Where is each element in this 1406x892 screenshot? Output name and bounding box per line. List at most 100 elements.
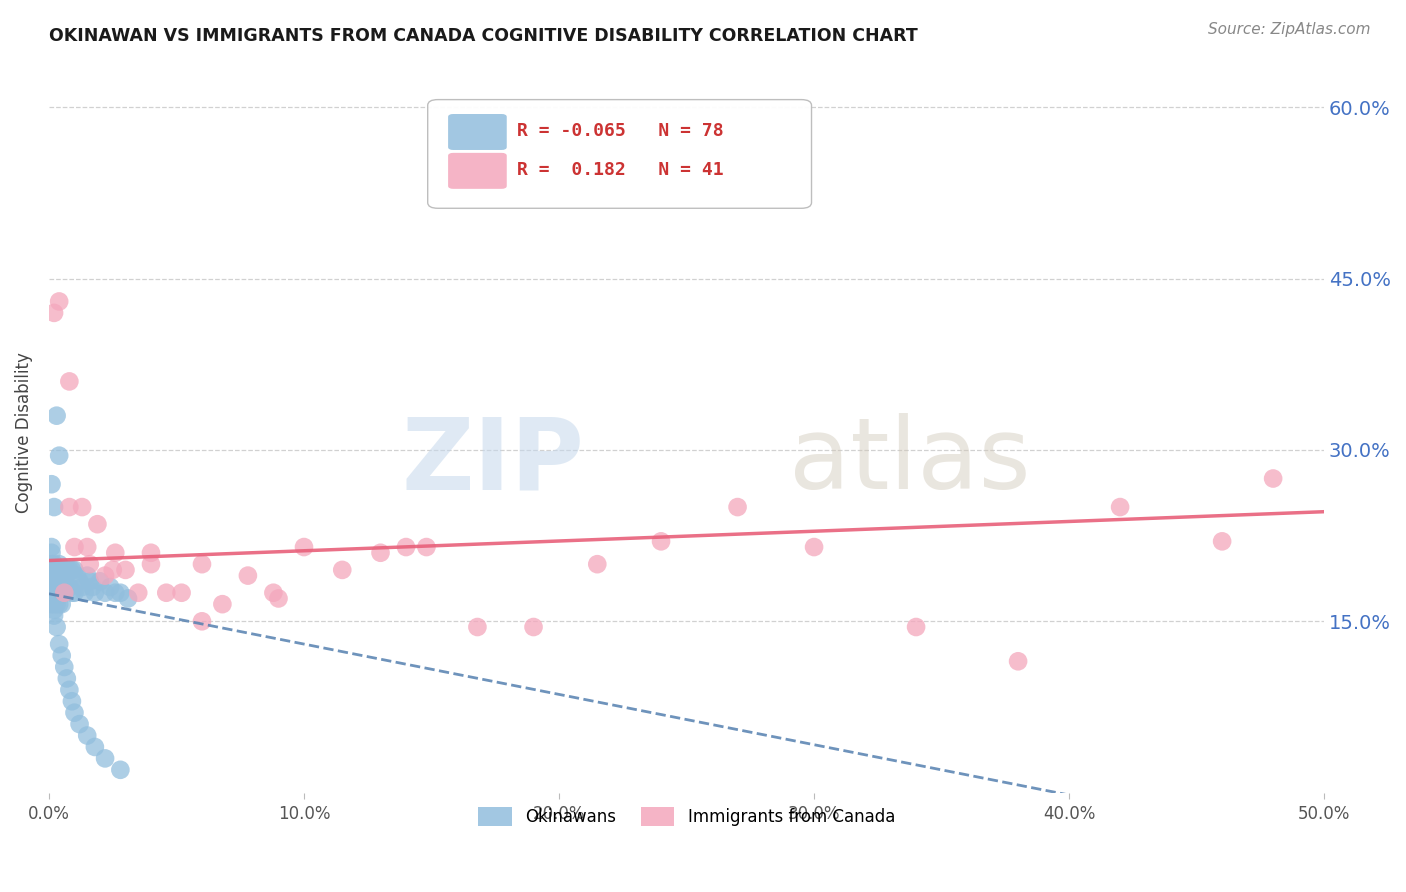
Point (48, 563, 70, 577)
FancyBboxPatch shape (427, 100, 811, 208)
FancyBboxPatch shape (449, 114, 506, 150)
Point (48, 449, 70, 463)
Point (1007, 654, 1029, 668)
Point (45, 586, 67, 600)
Point (41, 580, 63, 594)
Point (89, 574, 111, 589)
Point (82, 580, 104, 594)
Point (650, 534, 672, 549)
Point (586, 557, 609, 571)
Point (79, 574, 101, 589)
Point (58, 563, 80, 577)
Point (42, 591, 65, 606)
Point (98, 580, 121, 594)
Point (41, 546, 63, 560)
Point (48, 586, 70, 600)
Point (41, 574, 63, 589)
Point (58, 682, 80, 697)
Y-axis label: Cognitive Disability: Cognitive Disability (15, 352, 32, 513)
Point (48, 637, 70, 651)
Point (58, 375, 80, 389)
Legend: Okinawans, Immigrants from Canada: Okinawans, Immigrants from Canada (470, 798, 903, 835)
Point (45, 591, 67, 606)
Point (45, 568, 67, 582)
Point (727, 500, 749, 514)
Point (101, 563, 124, 577)
Point (114, 563, 136, 577)
Point (211, 597, 233, 611)
Point (236, 568, 259, 582)
Point (45, 563, 67, 577)
Point (127, 586, 149, 600)
Text: R = -0.065   N = 78: R = -0.065 N = 78 (517, 122, 724, 140)
Point (42, 597, 65, 611)
Point (41, 568, 63, 582)
Point (76, 540, 98, 554)
Point (94, 751, 117, 765)
Point (51, 574, 73, 589)
Text: OKINAWAN VS IMMIGRANTS FROM CANADA COGNITIVE DISABILITY CORRELATION CHART: OKINAWAN VS IMMIGRANTS FROM CANADA COGNI… (49, 27, 918, 45)
Point (139, 557, 162, 571)
Point (51, 586, 73, 600)
Point (83, 739, 105, 754)
Point (66, 568, 89, 582)
Point (86, 517, 108, 532)
Point (139, 546, 162, 560)
Point (42, 568, 65, 582)
Point (48, 294, 70, 309)
Point (110, 763, 132, 777)
Point (94, 586, 117, 600)
Point (522, 620, 544, 634)
Point (170, 586, 193, 600)
Point (41, 591, 63, 606)
Point (60, 586, 83, 600)
Point (63, 586, 86, 600)
Point (41, 597, 63, 611)
Point (60, 563, 83, 577)
Point (41, 557, 63, 571)
Point (48, 597, 70, 611)
Point (42, 557, 65, 571)
Point (45, 597, 67, 611)
Point (330, 563, 353, 577)
Point (56, 672, 79, 686)
Point (42, 574, 65, 589)
Point (1211, 534, 1233, 549)
Point (53, 586, 76, 600)
Point (41, 477, 63, 491)
Point (292, 540, 315, 554)
Point (1261, 471, 1284, 485)
Point (191, 615, 214, 629)
FancyBboxPatch shape (449, 153, 506, 189)
Point (51, 563, 73, 577)
Point (42, 608, 65, 623)
Point (1109, 500, 1132, 514)
Point (42, 306, 65, 320)
Point (370, 546, 392, 560)
Point (73, 586, 96, 600)
Point (63, 540, 86, 554)
Point (42, 603, 65, 617)
Point (58, 580, 80, 594)
Point (41, 540, 63, 554)
Point (69, 574, 91, 589)
Point (42, 586, 65, 600)
Text: Source: ZipAtlas.com: Source: ZipAtlas.com (1208, 22, 1371, 37)
Point (262, 586, 284, 600)
Point (110, 586, 132, 600)
Point (53, 660, 76, 674)
Point (48, 574, 70, 589)
Point (79, 557, 101, 571)
Point (905, 620, 928, 634)
Point (56, 580, 79, 594)
Point (63, 563, 86, 577)
Point (76, 729, 98, 743)
Point (76, 568, 98, 582)
Point (155, 586, 177, 600)
Point (45, 409, 67, 423)
Point (803, 540, 825, 554)
Point (42, 563, 65, 577)
Point (45, 580, 67, 594)
Point (117, 591, 139, 606)
Point (42, 580, 65, 594)
